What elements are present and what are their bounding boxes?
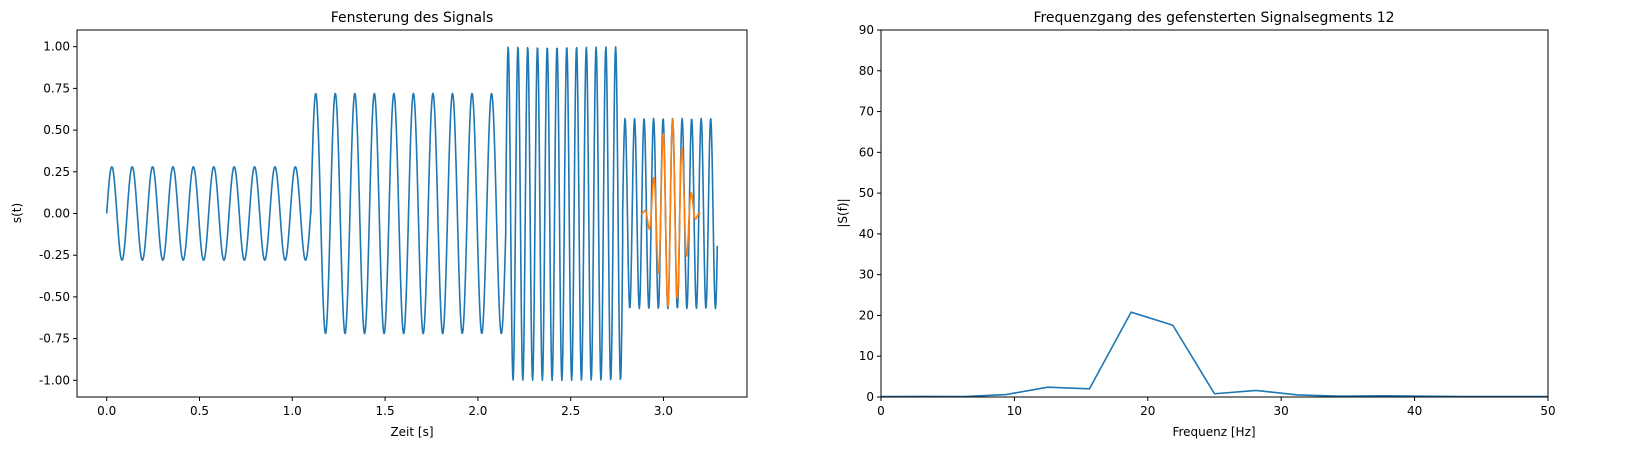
x-axis-label: Zeit [s] (390, 425, 433, 439)
x-tick-label: 50 (1540, 404, 1555, 418)
y-tick-label: 10 (859, 349, 874, 363)
y-tick-label: 80 (859, 64, 874, 78)
x-tick-label: 2.0 (468, 404, 487, 418)
x-tick-label: 2.5 (561, 404, 580, 418)
y-tick-label: 30 (859, 268, 874, 282)
y-tick-label: 0 (866, 390, 874, 404)
series-line (105, 46, 719, 382)
windowed-segment-line (640, 118, 702, 307)
plot-lines (105, 46, 719, 382)
y-tick-label: 0.50 (43, 123, 70, 137)
plot-frame (880, 29, 1549, 398)
chart-frequency-response: Frequenzgang des gefensterten Signalsegm… (836, 10, 1556, 439)
y-axis-ticks: 0 10 20 30 40 50 60 70 80 90 (859, 23, 881, 404)
y-tick-label: 70 (859, 105, 874, 119)
x-axis-ticks: 0.0 0.5 1.0 1.5 2.0 2.5 3.0 (97, 397, 673, 418)
y-tick-label: 60 (859, 145, 874, 159)
y-axis-label: |S(f)| (836, 198, 850, 227)
x-tick-label: 20 (1140, 404, 1155, 418)
y-tick-label: 0.75 (43, 81, 70, 95)
chart-signal-windowing: Fensterung des Signals 0.0 0.5 1.0 1.5 2.0 2.… (10, 10, 748, 439)
chart-title: Fensterung des Signals (331, 10, 494, 26)
y-axis-ticks: -1.00 -0.75 -0.50 -0.25 0.00 0.25 0.50 0.75 1.00 (39, 40, 77, 387)
y-tick-label: -0.50 (39, 290, 70, 304)
y-tick-label: 40 (859, 227, 874, 241)
x-tick-label: 10 (1007, 404, 1022, 418)
x-tick-label: 0 (877, 404, 885, 418)
x-tick-label: 0.0 (97, 404, 116, 418)
y-tick-label: 0.00 (43, 207, 70, 221)
x-tick-label: 1.0 (283, 404, 302, 418)
y-axis-label: s(t) (10, 203, 24, 223)
y-tick-label: 90 (859, 23, 874, 37)
plot-lines (881, 311, 1548, 397)
x-axis-ticks: 0 10 20 30 40 50 (877, 397, 1556, 418)
x-tick-label: 0.5 (190, 404, 209, 418)
y-tick-label: -0.75 (39, 332, 70, 346)
y-tick-label: 50 (859, 186, 874, 200)
series-line (881, 311, 1548, 397)
y-tick-label: 20 (859, 308, 874, 322)
x-tick-label: 3.0 (654, 404, 673, 418)
y-tick-label: 0.25 (43, 165, 70, 179)
x-axis-label: Frequenz [Hz] (1172, 425, 1255, 439)
y-tick-label: -0.25 (39, 248, 70, 262)
plot-frame (76, 29, 748, 398)
x-tick-label: 30 (1274, 404, 1289, 418)
x-tick-label: 1.5 (376, 404, 395, 418)
chart-title: Frequenzgang des gefensterten Signalsegm… (1033, 10, 1394, 26)
y-tick-label: 1.00 (43, 40, 70, 54)
y-tick-label: -1.00 (39, 373, 70, 387)
x-tick-label: 40 (1407, 404, 1422, 418)
